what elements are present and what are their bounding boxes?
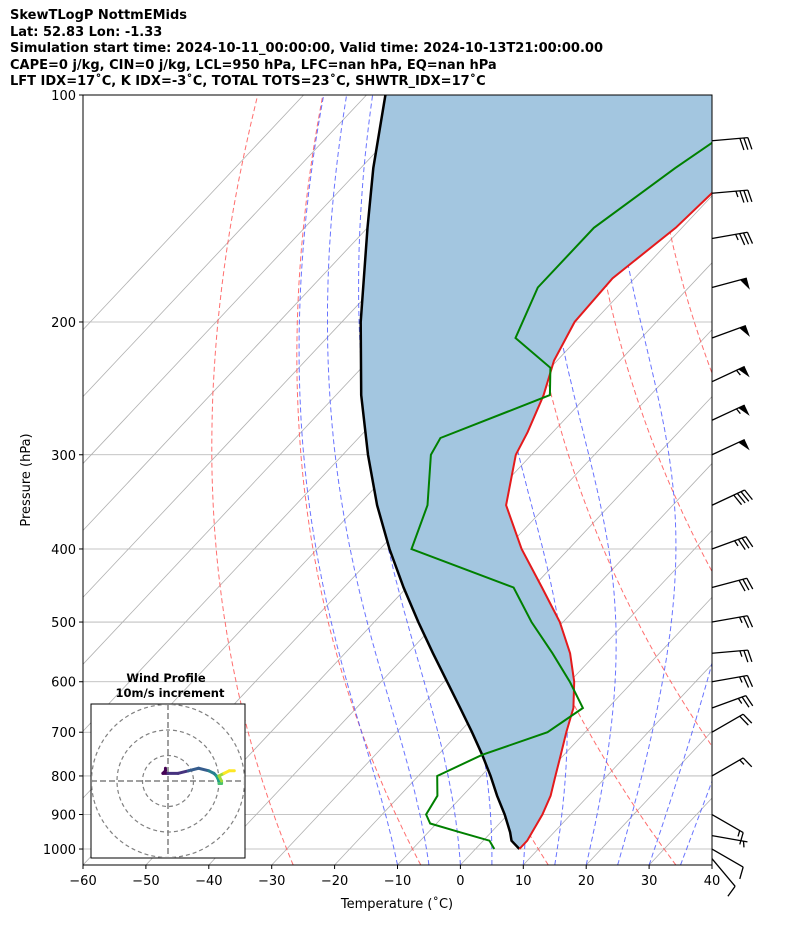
- parcel-profile-line: [359, 95, 521, 850]
- hodograph-segment: [186, 766, 201, 773]
- x-tick-label: −30: [258, 874, 285, 889]
- moist-adiabat: [327, 95, 430, 865]
- isotherm-gridline: [523, 663, 712, 865]
- y-tick-label: 300: [51, 449, 76, 464]
- wind-barb: [711, 365, 750, 383]
- y-tick-label: 400: [51, 543, 76, 558]
- x-tick-label: −10: [384, 874, 411, 889]
- chart-title: SkewTLogP NottmEMids: [10, 8, 188, 23]
- x-tick-label: −50: [132, 874, 159, 889]
- y-tick-label: 900: [51, 809, 76, 824]
- wind-barb: [711, 277, 750, 290]
- isotherm-gridline: [83, 95, 367, 398]
- wind-barb: [711, 674, 754, 688]
- y-tick-label: 700: [51, 726, 76, 741]
- moist-adiabat: [535, 95, 617, 865]
- x-tick-label: 20: [578, 874, 595, 889]
- cape-line: CAPE=0 j/kg, CIN=0 j/kg, LCL=950 hPa, LF…: [10, 57, 497, 73]
- wind-barb: [711, 231, 754, 246]
- wind-barb: [711, 615, 754, 629]
- isotherm-gridline: [208, 329, 712, 865]
- hodograph-segment: [197, 766, 211, 773]
- dry-adiabat: [517, 95, 712, 748]
- y-tick-label: 1000: [43, 843, 76, 858]
- x-axis-label: Temperature (˚C): [340, 896, 453, 912]
- dry-adiabat: [779, 95, 794, 865]
- wind-barb: [711, 813, 744, 845]
- wind-barb: [711, 489, 753, 506]
- dry-adiabat: [714, 95, 794, 865]
- y-tick-label: 600: [51, 676, 76, 691]
- isotherm-gridline: [460, 596, 712, 865]
- wind-barb: [711, 835, 748, 848]
- x-tick-label: −60: [69, 874, 96, 889]
- wind-barb: [711, 695, 754, 709]
- wind-barb: [711, 649, 753, 663]
- wind-barb: [711, 858, 736, 897]
- wind-barb: [711, 189, 753, 203]
- dewpoint-line: [410, 141, 712, 850]
- time-line: Simulation start time: 2024-10-11_00:00:…: [10, 41, 603, 56]
- isotherm-gridline: [83, 95, 304, 331]
- x-tick-label: 0: [456, 874, 464, 889]
- y-tick-label: 200: [51, 316, 76, 331]
- x-axis: −60 −50 −40 −30 −20 −10 0 10 20 30 40: [69, 865, 720, 889]
- isotherm-gridline: [334, 462, 712, 865]
- wind-barb: [711, 757, 753, 777]
- isotherm-gridline: [83, 95, 430, 465]
- y-tick-label: 500: [51, 616, 76, 631]
- wind-barb: [711, 404, 750, 421]
- plot-area: [83, 95, 794, 865]
- hodograph-segment: [176, 769, 190, 775]
- x-tick-label: 30: [641, 874, 658, 889]
- inset-subtitle: 10m/s increment: [116, 686, 225, 700]
- y-tick-label: 100: [51, 89, 76, 104]
- moist-adiabat: [648, 95, 712, 865]
- moist-adiabat: [604, 95, 677, 865]
- moist-adiabat: [298, 95, 398, 865]
- y-tick-label: 800: [51, 770, 76, 785]
- x-tick-label: −20: [321, 874, 348, 889]
- cin-shading: [360, 95, 712, 849]
- location-line: Lat: 52.83 Lon: -1.33: [10, 24, 163, 40]
- dry-adiabat: [296, 95, 422, 865]
- wind-barb: [711, 577, 754, 592]
- wind-barb: [711, 136, 753, 151]
- chart-header: SkewTLogP NottmEMids Lat: 52.83 Lon: -1.…: [10, 8, 603, 91]
- dry-adiabat: [211, 95, 294, 865]
- isotherm-gridline: [271, 396, 712, 865]
- dry-adiabat: [582, 95, 712, 573]
- isotherm-gridline: [711, 864, 712, 865]
- indices-line: LFT IDX=17˚C, K IDX=-3˚C, TOTAL TOTS=23˚…: [10, 74, 486, 89]
- wind-barb: [711, 713, 753, 733]
- wind-barb: [711, 536, 754, 551]
- wind-barb: [711, 848, 744, 880]
- x-tick-label: 40: [704, 874, 721, 889]
- temperature-line: [505, 191, 712, 850]
- wind-barbs: [711, 136, 754, 897]
- x-tick-label: 10: [515, 874, 532, 889]
- moist-adiabat: [711, 863, 712, 865]
- moist-adiabat: [358, 95, 461, 865]
- wind-barb: [711, 438, 750, 456]
- inset-title: Wind Profile: [126, 671, 206, 685]
- wind-barb: [711, 325, 750, 339]
- x-tick-label: −40: [195, 874, 222, 889]
- y-axis-label: Pressure (hPa): [19, 433, 34, 526]
- isotherm-gridline: [585, 730, 712, 865]
- moist-adiabat: [680, 779, 712, 865]
- y-axis: 100 200 300 400 500 600 700 800 900 1000: [43, 89, 83, 858]
